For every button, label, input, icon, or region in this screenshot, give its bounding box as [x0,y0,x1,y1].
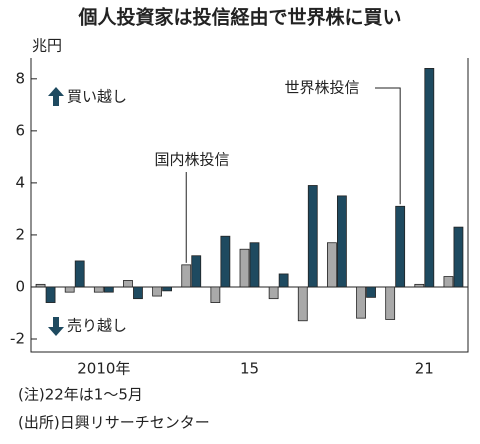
bar [366,286,376,298]
bar [326,242,337,288]
bar [278,273,289,288]
bar [268,286,279,300]
bar [35,283,46,288]
x-tick-label: 21 [415,360,434,378]
bar [297,286,308,322]
series-label: 国内株投信 [154,151,229,169]
up-arrow [48,87,64,106]
bar [424,68,435,288]
bar [239,248,250,288]
bar [414,283,425,288]
unit-label: 兆円 [32,37,62,55]
bar [103,286,114,293]
y-tick-label: 6 [15,121,25,139]
y-tick-label: 0 [15,277,25,295]
source: (出所)日興リサーチセンター [18,414,210,432]
bar [210,286,221,303]
y-tick-label: 2 [15,225,25,243]
bar [162,286,173,292]
bar [64,286,75,293]
bar [220,235,231,288]
x-tick-label: 15 [240,360,259,378]
bar [336,195,347,288]
bar [356,286,366,319]
y-tick-label: -2 [10,329,25,347]
bar [93,286,104,293]
bar [385,286,396,320]
sell-annotation: 売り越し [67,317,127,335]
bar [152,286,163,297]
bar [74,260,85,288]
bar [123,280,133,288]
bar [307,185,318,288]
bar [443,276,454,288]
frame [30,58,469,353]
down-arrow [48,317,64,336]
x-tick-label: 2010年 [77,360,130,378]
bar [133,286,143,300]
note: (注)22年は1～5月 [18,386,143,404]
bar [249,242,260,288]
chart-title: 個人投資家は投信経由で世界株に買い [77,6,401,29]
y-tick-label: 8 [15,69,25,87]
leader-line [375,87,401,205]
bar [453,226,464,288]
bar [181,264,192,288]
bar [395,205,406,288]
bar [45,286,56,303]
bar [191,255,202,288]
y-tick-label: 4 [15,173,25,191]
series-label: 世界株投信 [284,79,359,97]
buy-annotation: 買い越し [67,88,127,106]
